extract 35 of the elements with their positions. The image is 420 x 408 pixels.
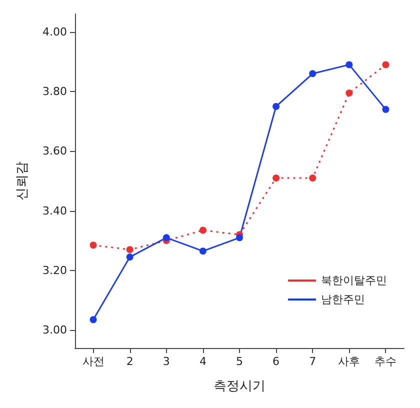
x-tick-label: 5 [236, 355, 243, 368]
legend-label: 남한주민 [321, 293, 365, 306]
point [90, 316, 97, 324]
x-tick-label: 3 [162, 355, 170, 368]
x-tick-label: 6 [272, 355, 280, 368]
point [126, 254, 134, 261]
point [199, 226, 206, 234]
x-tick-label: 7 [309, 355, 316, 368]
point [90, 242, 97, 249]
point [309, 174, 316, 182]
x-tick-label: 2 [126, 355, 134, 368]
point [382, 61, 390, 68]
y-tick-label: 3.60 [42, 144, 67, 158]
y-tick-label: 4.00 [42, 25, 67, 38]
point [346, 61, 353, 68]
point [309, 70, 316, 78]
x-tick-label: 사전 [82, 355, 104, 368]
y-tick-label: 3.80 [42, 85, 67, 98]
x-tick-label: 추수 [374, 355, 397, 368]
point [126, 246, 134, 254]
x-tick-label: 4 [199, 355, 206, 368]
y-tick-label: 3.40 [42, 204, 67, 218]
y-tick-label: 3.20 [42, 264, 67, 277]
y-axis-title: 신뢰감 [15, 162, 30, 200]
x-axis-title: 측정시기 [214, 379, 266, 394]
point [272, 174, 280, 182]
point [346, 90, 353, 97]
point [382, 106, 390, 113]
point [236, 234, 243, 242]
x-tick-label: 사후 [338, 355, 360, 368]
point [272, 102, 280, 110]
point [199, 248, 206, 255]
legend-label: 북한이탈주민 [321, 274, 387, 287]
point [162, 234, 170, 242]
y-tick-label: 3.00 [42, 324, 67, 337]
